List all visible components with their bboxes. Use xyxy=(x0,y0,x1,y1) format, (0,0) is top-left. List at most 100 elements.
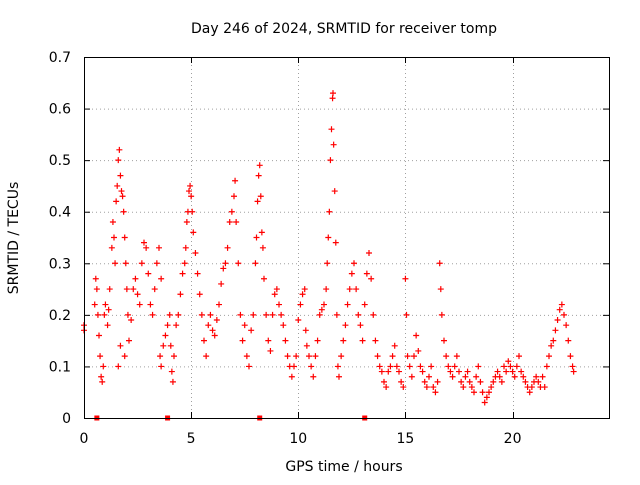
y-tick-label: 0.6 xyxy=(49,102,71,118)
data-point xyxy=(143,244,150,251)
data-point xyxy=(120,208,127,215)
data-point xyxy=(183,219,190,226)
data-point xyxy=(149,311,156,318)
data-point xyxy=(398,378,405,385)
data-point xyxy=(169,378,176,385)
data-point xyxy=(282,337,289,344)
data-point xyxy=(333,311,340,318)
data-point xyxy=(182,244,189,251)
data-point xyxy=(314,337,321,344)
y-tick-label: 0 xyxy=(62,411,71,427)
chart-title: Day 246 of 2024, SRMTID for receiver tom… xyxy=(191,21,497,37)
data-point xyxy=(124,311,131,318)
data-point xyxy=(378,368,385,375)
data-point xyxy=(209,327,216,334)
data-point xyxy=(323,286,330,293)
data-point xyxy=(570,368,577,375)
data-point xyxy=(224,244,231,251)
data-point xyxy=(164,322,171,329)
data-point xyxy=(205,322,212,329)
data-point xyxy=(158,275,165,282)
data-point xyxy=(437,286,444,293)
data-point xyxy=(417,363,424,370)
data-point xyxy=(511,373,518,380)
data-point xyxy=(303,342,310,349)
data-point xyxy=(226,219,233,226)
data-point xyxy=(112,260,119,267)
data-point xyxy=(241,322,248,329)
data-point xyxy=(451,363,458,370)
data-point xyxy=(157,353,164,360)
x-axis-label: GPS time / hours xyxy=(285,459,402,475)
data-point xyxy=(98,373,105,380)
data-point xyxy=(134,291,141,298)
data-point xyxy=(222,260,229,267)
data-point xyxy=(128,317,135,324)
data-point xyxy=(265,337,272,344)
data-point xyxy=(421,378,428,385)
data-point xyxy=(121,353,128,360)
data-point xyxy=(243,353,250,360)
x-tick-label: 0 xyxy=(80,431,89,447)
data-point xyxy=(237,311,244,318)
data-point xyxy=(400,384,407,391)
data-point xyxy=(203,353,210,360)
data-point xyxy=(342,322,349,329)
data-point xyxy=(258,229,265,236)
plot-frame xyxy=(84,57,610,419)
data-point xyxy=(113,198,120,205)
data-point xyxy=(301,286,308,293)
data-point xyxy=(280,322,287,329)
data-point xyxy=(479,389,486,396)
data-point xyxy=(123,286,130,293)
data-point xyxy=(121,234,128,241)
data-point xyxy=(332,239,339,246)
data-point xyxy=(327,157,334,164)
data-point xyxy=(357,322,364,329)
data-point xyxy=(160,342,167,349)
data-point xyxy=(466,378,473,385)
y-tick-label: 0.7 xyxy=(49,50,71,66)
data-point xyxy=(97,353,104,360)
data-point xyxy=(423,384,430,391)
data-point xyxy=(151,286,158,293)
data-point xyxy=(104,322,111,329)
data-point xyxy=(145,270,152,277)
data-point xyxy=(441,337,447,344)
data-point xyxy=(325,234,332,241)
data-point xyxy=(402,275,409,282)
data-point xyxy=(434,378,441,385)
data-point xyxy=(411,353,417,360)
data-point xyxy=(267,347,274,354)
data-point xyxy=(126,337,132,344)
data-point xyxy=(188,193,195,200)
data-point xyxy=(254,198,261,205)
data-point xyxy=(118,188,125,195)
data-point xyxy=(396,368,402,375)
data-point xyxy=(462,373,469,380)
data-point xyxy=(565,337,572,344)
data-point xyxy=(276,301,282,308)
data-point xyxy=(326,208,333,215)
data-point xyxy=(346,286,353,293)
data-point xyxy=(115,363,122,370)
data-point xyxy=(334,363,341,370)
data-point xyxy=(550,337,557,344)
data-point xyxy=(130,286,137,293)
data-point xyxy=(299,291,306,298)
data-point xyxy=(535,378,542,385)
data-point xyxy=(312,353,319,360)
data-point xyxy=(507,363,514,370)
data-point xyxy=(471,389,477,396)
data-point xyxy=(430,384,437,391)
data-point xyxy=(533,373,540,380)
data-point xyxy=(473,373,480,380)
y-tick-label: 0.2 xyxy=(49,308,71,324)
data-point xyxy=(166,311,173,318)
grid xyxy=(84,57,609,418)
data-point xyxy=(239,337,246,344)
data-point xyxy=(520,373,527,380)
data-point xyxy=(295,317,302,324)
data-point xyxy=(263,311,270,318)
data-point xyxy=(331,188,338,195)
